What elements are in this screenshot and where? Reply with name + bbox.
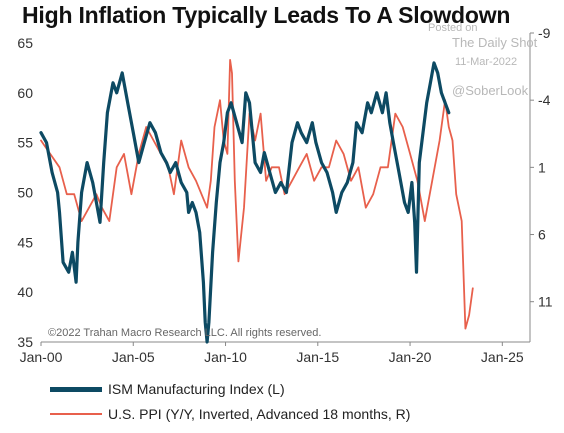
watermark: Posted on The Daily Shot 11-Mar-2022 @So… [428,22,538,98]
legend-swatch-ppi [50,413,102,415]
legend-item-ism: ISM Manufacturing Index (L) [50,381,285,397]
y-left-tick-label: 55 [17,135,33,151]
legend-item-ppi: U.S. PPI (Y/Y, Inverted, Advanced 18 mon… [50,406,410,422]
y-right-tick-label: -4 [538,92,551,108]
x-tick-label: Jan-00 [20,349,63,365]
y-left-tick-label: 50 [17,184,33,200]
series-ism [39,61,451,344]
y-right-tick-label: 11 [538,294,553,310]
watermark-handle: @SoberLook [452,83,529,98]
chart-title: High Inflation Typically Leads To A Slow… [22,2,511,28]
copyright-note: ©2022 Trahan Macro Research LLC. All rig… [48,327,321,339]
y-left-tick-label: 65 [17,35,33,51]
legend-label-ppi: U.S. PPI (Y/Y, Inverted, Advanced 18 mon… [108,406,411,422]
y-left-tick-label: 45 [17,234,33,250]
axes: Jan-00 Jan-05 Jan-10 Jan-15 Jan-20 Jan-25 35 40… [17,25,552,365]
x-tick-label: Jan-10 [204,349,247,365]
legend-swatch-ism [50,386,102,392]
y-left-tick-label: 40 [17,284,33,300]
y-left-tick-label: 60 [17,85,33,101]
series-line [39,61,451,344]
x-tick-label: Jan-05 [112,349,155,365]
watermark-posted-on: Posted on [428,22,478,34]
series-ppi [40,59,474,330]
y-left-tick-label: 35 [17,334,33,350]
series-line [40,59,474,330]
y-right-tick-label: 1 [538,159,546,175]
watermark-source: The Daily Shot [452,35,538,50]
y-right-tick-label: 6 [538,227,546,243]
x-tick-label: Jan-25 [481,349,524,365]
x-tick-label: Jan-20 [389,349,432,365]
y-right-tick-label: -9 [538,25,551,41]
legend-label-ism: ISM Manufacturing Index (L) [108,381,285,397]
watermark-date: 11-Mar-2022 [455,56,517,68]
x-tick-label: Jan-15 [296,349,339,365]
